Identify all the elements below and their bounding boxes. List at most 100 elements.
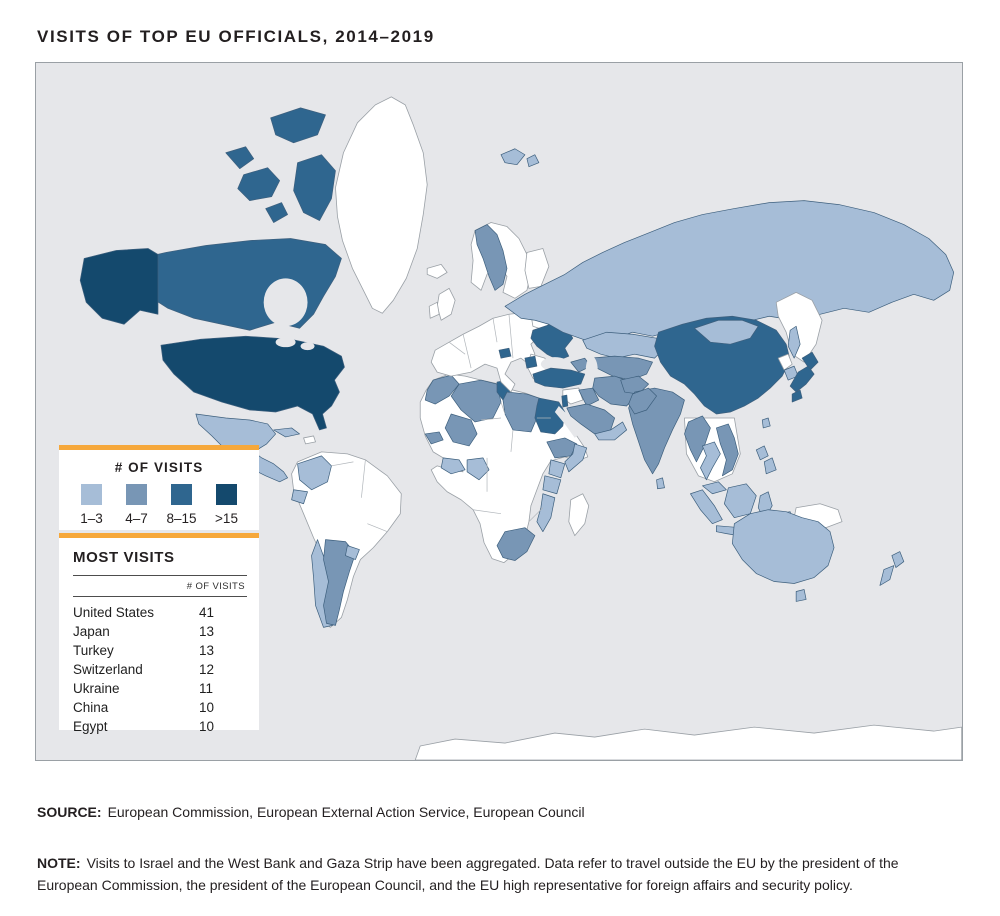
country-vietnam (716, 423, 739, 477)
country-japan (791, 389, 803, 403)
source-label: SOURCE: (37, 804, 102, 820)
country-label: Switzerland (73, 662, 143, 677)
legend-bin-label: 4–7 (125, 511, 148, 526)
country-somalia (564, 443, 588, 473)
legend-swatch-1-3 (81, 484, 102, 505)
table-row: Egypt 10 (73, 717, 247, 736)
table-row: Ukraine 11 (73, 679, 247, 698)
country-malaysia (702, 481, 727, 495)
legend-bin: >15 (204, 484, 249, 526)
country-label: Japan (73, 624, 110, 639)
country-myanmar (684, 415, 711, 463)
country-kenya (548, 459, 566, 479)
great-lakes (275, 337, 296, 348)
legend-bin-label: >15 (215, 511, 238, 526)
country-switzerland (498, 347, 512, 359)
legend-bin-label: 8–15 (166, 511, 197, 526)
legend-bin: 8–15 (159, 484, 204, 526)
most-visits-table: United States 41 Japan 13 Turkey 13 Switzerlan… (73, 603, 247, 736)
page-title: VISITS OF TOP EU OFFICIALS, 2014–2019 (37, 27, 435, 47)
country-nigeria (466, 457, 490, 481)
table-row: United States 41 (73, 603, 247, 622)
country-philippines (755, 445, 769, 461)
country-kazakhstan (582, 331, 665, 359)
borders-europe (448, 314, 514, 369)
country-israel (561, 394, 569, 408)
country-ghana (440, 457, 466, 475)
country-china (654, 315, 791, 415)
table-row: Turkey 13 (73, 641, 247, 660)
country-sakhalin (787, 325, 801, 359)
country-south-africa (496, 527, 536, 561)
country-tasmania (795, 589, 807, 602)
hudson-bay (263, 278, 308, 327)
country-svalbard (500, 148, 526, 166)
country-taiwan (761, 417, 771, 429)
visits-value: 13 (199, 624, 215, 639)
country-morocco (424, 374, 460, 405)
most-visits-title: MOST VISITS (73, 549, 175, 566)
table-row: Japan 13 (73, 622, 247, 641)
country-libya (502, 391, 540, 433)
country-new-zealand (879, 565, 895, 586)
country-mozambique (536, 493, 556, 533)
visits-value: 11 (199, 681, 214, 696)
country-canada-islands (225, 146, 255, 170)
black-sea (540, 357, 569, 372)
note-line: NOTE: Visits to Israel and the West Bank … (37, 852, 959, 896)
country-algeria (450, 379, 502, 423)
legend-swatch-4-7 (126, 484, 147, 505)
country-canada-islands (270, 107, 326, 144)
country-label: Egypt (73, 719, 108, 734)
country-south-america (291, 451, 402, 628)
note-text: Visits to Israel and the West Bank and G… (37, 855, 899, 893)
great-lakes (300, 342, 315, 351)
borders-south-america (331, 459, 388, 532)
country-madagascar (568, 493, 590, 537)
legend-bin: 4–7 (114, 484, 159, 526)
caspian-sea (585, 356, 598, 385)
legend-swatch-8-15 (171, 484, 192, 505)
country-mali (444, 413, 478, 447)
country-antarctica (414, 724, 962, 760)
country-north-korea (777, 353, 793, 371)
table-row: China 10 (73, 698, 247, 717)
source-line: SOURCE: European Commission, European Ext… (37, 804, 585, 820)
world-map-panel: # OF VISITS 1–3 4–7 8–15 >15 MOST VISITS (35, 62, 963, 761)
country-label: Turkey (73, 643, 114, 658)
country-colombia (297, 455, 332, 491)
country-canada-islands (265, 202, 288, 223)
country-australia (731, 509, 835, 584)
legend-title: # OF VISITS (114, 460, 204, 475)
country-afghanistan (620, 375, 649, 395)
country-label: Ukraine (73, 681, 120, 696)
country-turkey (532, 367, 586, 389)
country-greenland (335, 96, 428, 314)
country-alaska (79, 248, 159, 325)
table-row: Switzerland 12 (73, 660, 247, 679)
visits-value: 13 (199, 643, 215, 658)
country-norway (474, 224, 508, 291)
legend-box: # OF VISITS 1–3 4–7 8–15 >15 (59, 445, 259, 530)
legend-swatch-gt15 (216, 484, 237, 505)
country-serbia (524, 355, 538, 369)
country-label: China (73, 700, 109, 715)
country-sri-lanka (656, 477, 665, 490)
country-senegal (424, 431, 444, 445)
country-cuba (273, 427, 300, 438)
country-sumatra (690, 489, 723, 525)
most-visits-column-header: # OF VISITS (73, 575, 247, 597)
country-mongolia (694, 319, 759, 345)
country-uruguay (345, 545, 360, 560)
legend-bin: 1–3 (69, 484, 114, 526)
country-canada-islands (237, 167, 280, 201)
visits-value: 41 (199, 605, 215, 620)
country-philippines (763, 457, 777, 475)
country-tanzania (542, 475, 562, 495)
legend-bin-label: 1–3 (80, 511, 103, 526)
most-visits-box: MOST VISITS # OF VISITS United States 41 J… (59, 533, 259, 734)
borders-africa (473, 401, 551, 522)
country-svalbard (526, 154, 540, 168)
legend-bins: 1–3 4–7 8–15 >15 (59, 484, 259, 526)
visits-value: 10 (199, 719, 215, 734)
